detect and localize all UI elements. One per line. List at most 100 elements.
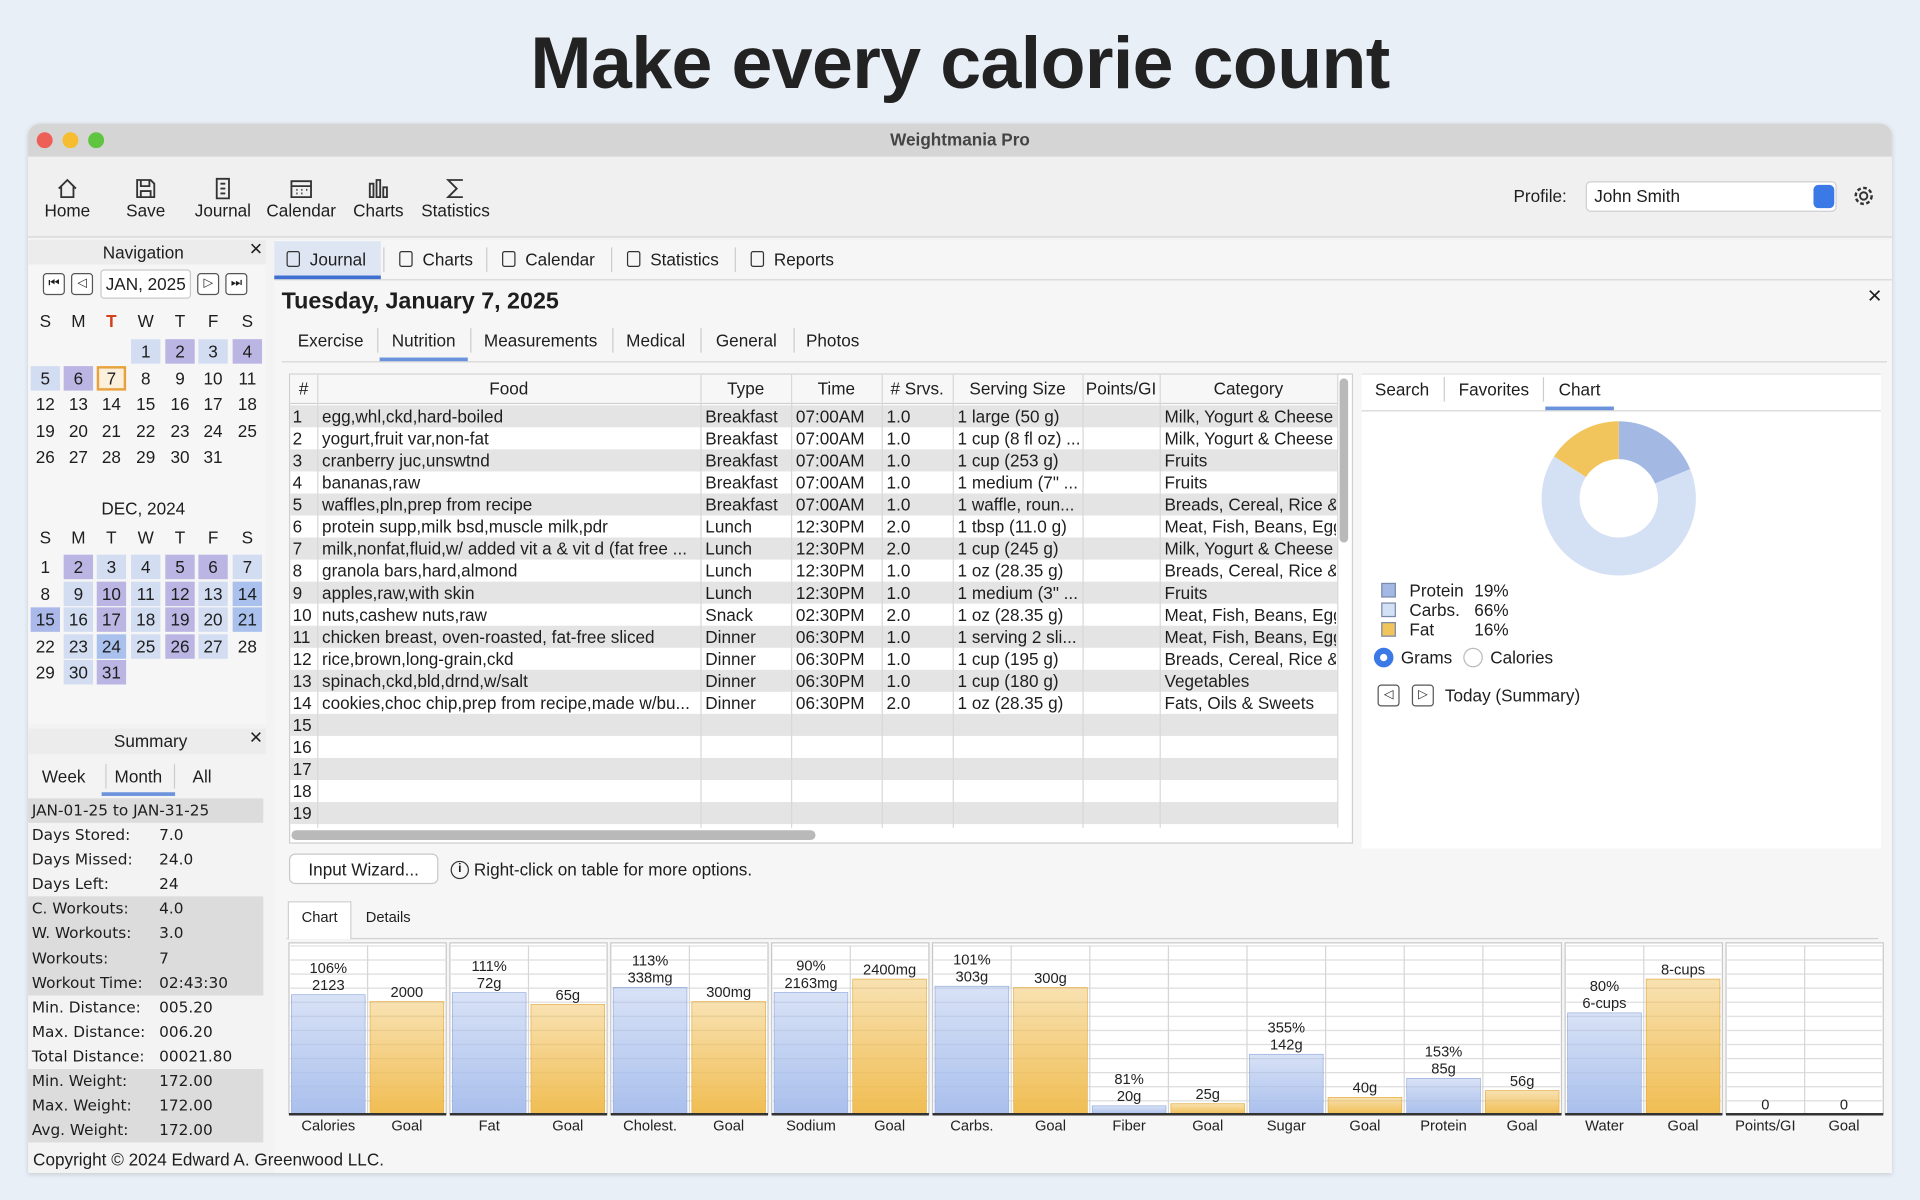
table-cell[interactable]: 1 cup (180 g) xyxy=(957,671,1059,691)
day-cell[interactable] xyxy=(30,607,60,633)
table-cell[interactable]: 1 oz (28.35 g) xyxy=(957,604,1064,625)
table-cell[interactable]: 06:30PM xyxy=(795,693,865,713)
profile-combobox[interactable] xyxy=(1585,181,1837,212)
day-cell[interactable] xyxy=(232,581,263,606)
day-number[interactable]: 10 xyxy=(203,368,223,388)
table-cell[interactable]: 10 xyxy=(292,604,312,625)
table-cell[interactable]: Meat, Fish, Beans, Egg xyxy=(1164,604,1336,625)
sub-tab[interactable]: Measurements xyxy=(483,330,598,351)
close-button[interactable]: × xyxy=(1867,282,1882,310)
day-number[interactable]: 14 xyxy=(237,583,257,604)
table-cell[interactable]: 12:30PM xyxy=(795,582,865,603)
day-number[interactable]: 6 xyxy=(73,368,84,388)
table-cell[interactable]: Lunch xyxy=(705,516,753,537)
zoom-light[interactable] xyxy=(88,132,105,149)
day-cell[interactable] xyxy=(63,365,94,391)
day-number[interactable]: 7 xyxy=(242,557,253,577)
table-cell[interactable]: Breads, Cereal, Rice & xyxy=(1164,494,1336,515)
day-number[interactable]: 3 xyxy=(106,557,117,577)
table-cell[interactable]: 1 cup (195 g) xyxy=(957,648,1059,669)
table-cell[interactable]: 07:00AM xyxy=(795,494,865,515)
day-number[interactable]: 21 xyxy=(101,420,121,441)
table-cell[interactable]: 1.0 xyxy=(886,626,911,647)
table-cell[interactable]: Fats, Oils & Sweets xyxy=(1164,693,1315,713)
table-cell[interactable]: 1.0 xyxy=(886,406,911,427)
day-number[interactable]: 24 xyxy=(203,420,223,441)
table-cell[interactable]: 1 medium (3" ... xyxy=(957,582,1078,603)
summary-tab[interactable]: Month xyxy=(114,766,163,787)
nav-button[interactable]: ⏮ xyxy=(42,273,65,296)
day-cell[interactable] xyxy=(165,339,195,364)
table-cell[interactable]: 2.0 xyxy=(886,693,911,713)
table-cell[interactable]: 12:30PM xyxy=(795,560,865,581)
table-cell[interactable]: 06:30PM xyxy=(795,648,865,669)
main-tab[interactable]: Journal xyxy=(309,249,367,270)
table-cell[interactable]: 1 cup (253 g) xyxy=(957,450,1059,471)
table-cell[interactable]: Breads, Cereal, Rice & xyxy=(1164,648,1336,669)
side-tab[interactable]: Chart xyxy=(1558,379,1601,400)
toolbar-button[interactable]: Journal xyxy=(194,200,251,221)
day-number[interactable]: 13 xyxy=(68,394,88,415)
day-cell[interactable] xyxy=(232,339,263,364)
table-cell[interactable]: granola bars,hard,almond xyxy=(322,560,518,581)
table-cell[interactable]: spinach,ckd,bld,drnd,w/salt xyxy=(322,671,528,691)
table-cell[interactable]: Snack xyxy=(705,604,753,625)
table-cell[interactable]: Dinner xyxy=(705,626,756,647)
day-number[interactable]: 15 xyxy=(35,610,55,630)
table-cell[interactable]: 1 cup (8 fl oz) ... xyxy=(957,428,1081,449)
table-cell[interactable]: 12:30PM xyxy=(795,538,865,559)
day-cell[interactable] xyxy=(30,365,60,391)
table-cell[interactable]: apples,raw,with skin xyxy=(322,582,475,603)
table-cell[interactable]: Vegetables xyxy=(1164,671,1250,691)
table-cell[interactable]: 1 serving 2 sli... xyxy=(957,626,1077,647)
table-cell[interactable]: cranberry juc,unswtnd xyxy=(322,450,490,471)
day-number[interactable]: 27 xyxy=(68,447,88,468)
table-cell[interactable]: 1 medium (7" ... xyxy=(957,472,1078,493)
close-button[interactable]: × xyxy=(249,236,263,261)
day-number[interactable]: 8 xyxy=(140,368,151,388)
day-cell[interactable] xyxy=(131,607,161,633)
table-cell[interactable]: Lunch xyxy=(705,560,753,581)
day-cell[interactable] xyxy=(63,607,94,633)
day-number[interactable]: 17 xyxy=(101,610,121,630)
day-number[interactable]: 31 xyxy=(101,662,121,683)
table-cell[interactable]: 2.0 xyxy=(886,516,911,537)
day-number[interactable]: 30 xyxy=(170,447,190,468)
day-number[interactable]: 24 xyxy=(101,636,121,657)
table-cell[interactable]: 15 xyxy=(292,715,312,735)
table-cell[interactable]: 1.0 xyxy=(886,648,911,669)
day-number[interactable]: 31 xyxy=(203,447,223,468)
table-cell[interactable]: nuts,cashew nuts,raw xyxy=(322,604,487,625)
table-cell[interactable]: 1 large (50 g) xyxy=(957,406,1060,427)
day-number[interactable]: 12 xyxy=(35,394,55,415)
radio-label[interactable]: Calories xyxy=(1490,647,1554,668)
sub-tab[interactable]: Photos xyxy=(805,330,860,351)
day-number[interactable]: 19 xyxy=(170,610,190,630)
active-tab[interactable] xyxy=(274,241,381,280)
table-cell[interactable]: 9 xyxy=(292,582,303,603)
day-cell[interactable] xyxy=(96,607,127,633)
day-number[interactable]: 19 xyxy=(35,420,55,441)
day-number[interactable]: 12 xyxy=(170,583,190,604)
table-cell[interactable]: Milk, Yogurt & Cheese xyxy=(1164,406,1334,427)
table-cell[interactable]: 07:00AM xyxy=(795,406,865,427)
day-number[interactable]: 13 xyxy=(203,583,223,604)
table-cell[interactable]: 19 xyxy=(292,803,312,823)
day-number[interactable]: 1 xyxy=(40,557,51,577)
toolbar-button[interactable]: Home xyxy=(44,200,91,221)
table-cell[interactable]: Breakfast xyxy=(705,450,778,471)
day-number[interactable]: 17 xyxy=(203,394,223,415)
day-cell[interactable] xyxy=(96,634,127,659)
table-cell[interactable]: rice,brown,long-grain,ckd xyxy=(322,648,514,669)
day-cell[interactable] xyxy=(63,634,94,659)
table-cell[interactable]: 11 xyxy=(292,626,311,647)
horizontal-scrollbar[interactable] xyxy=(291,830,816,840)
day-cell[interactable] xyxy=(198,581,228,606)
table-cell[interactable]: chicken breast, oven-roasted, fat-free s… xyxy=(322,626,655,647)
table-cell[interactable]: 1 cup (245 g) xyxy=(957,538,1059,559)
day-number[interactable]: 11 xyxy=(238,368,257,388)
nav-button[interactable]: ⏭ xyxy=(225,273,248,296)
table-cell[interactable]: Fruits xyxy=(1164,450,1208,471)
day-cell[interactable] xyxy=(165,554,195,580)
day-number[interactable]: 21 xyxy=(237,610,257,630)
